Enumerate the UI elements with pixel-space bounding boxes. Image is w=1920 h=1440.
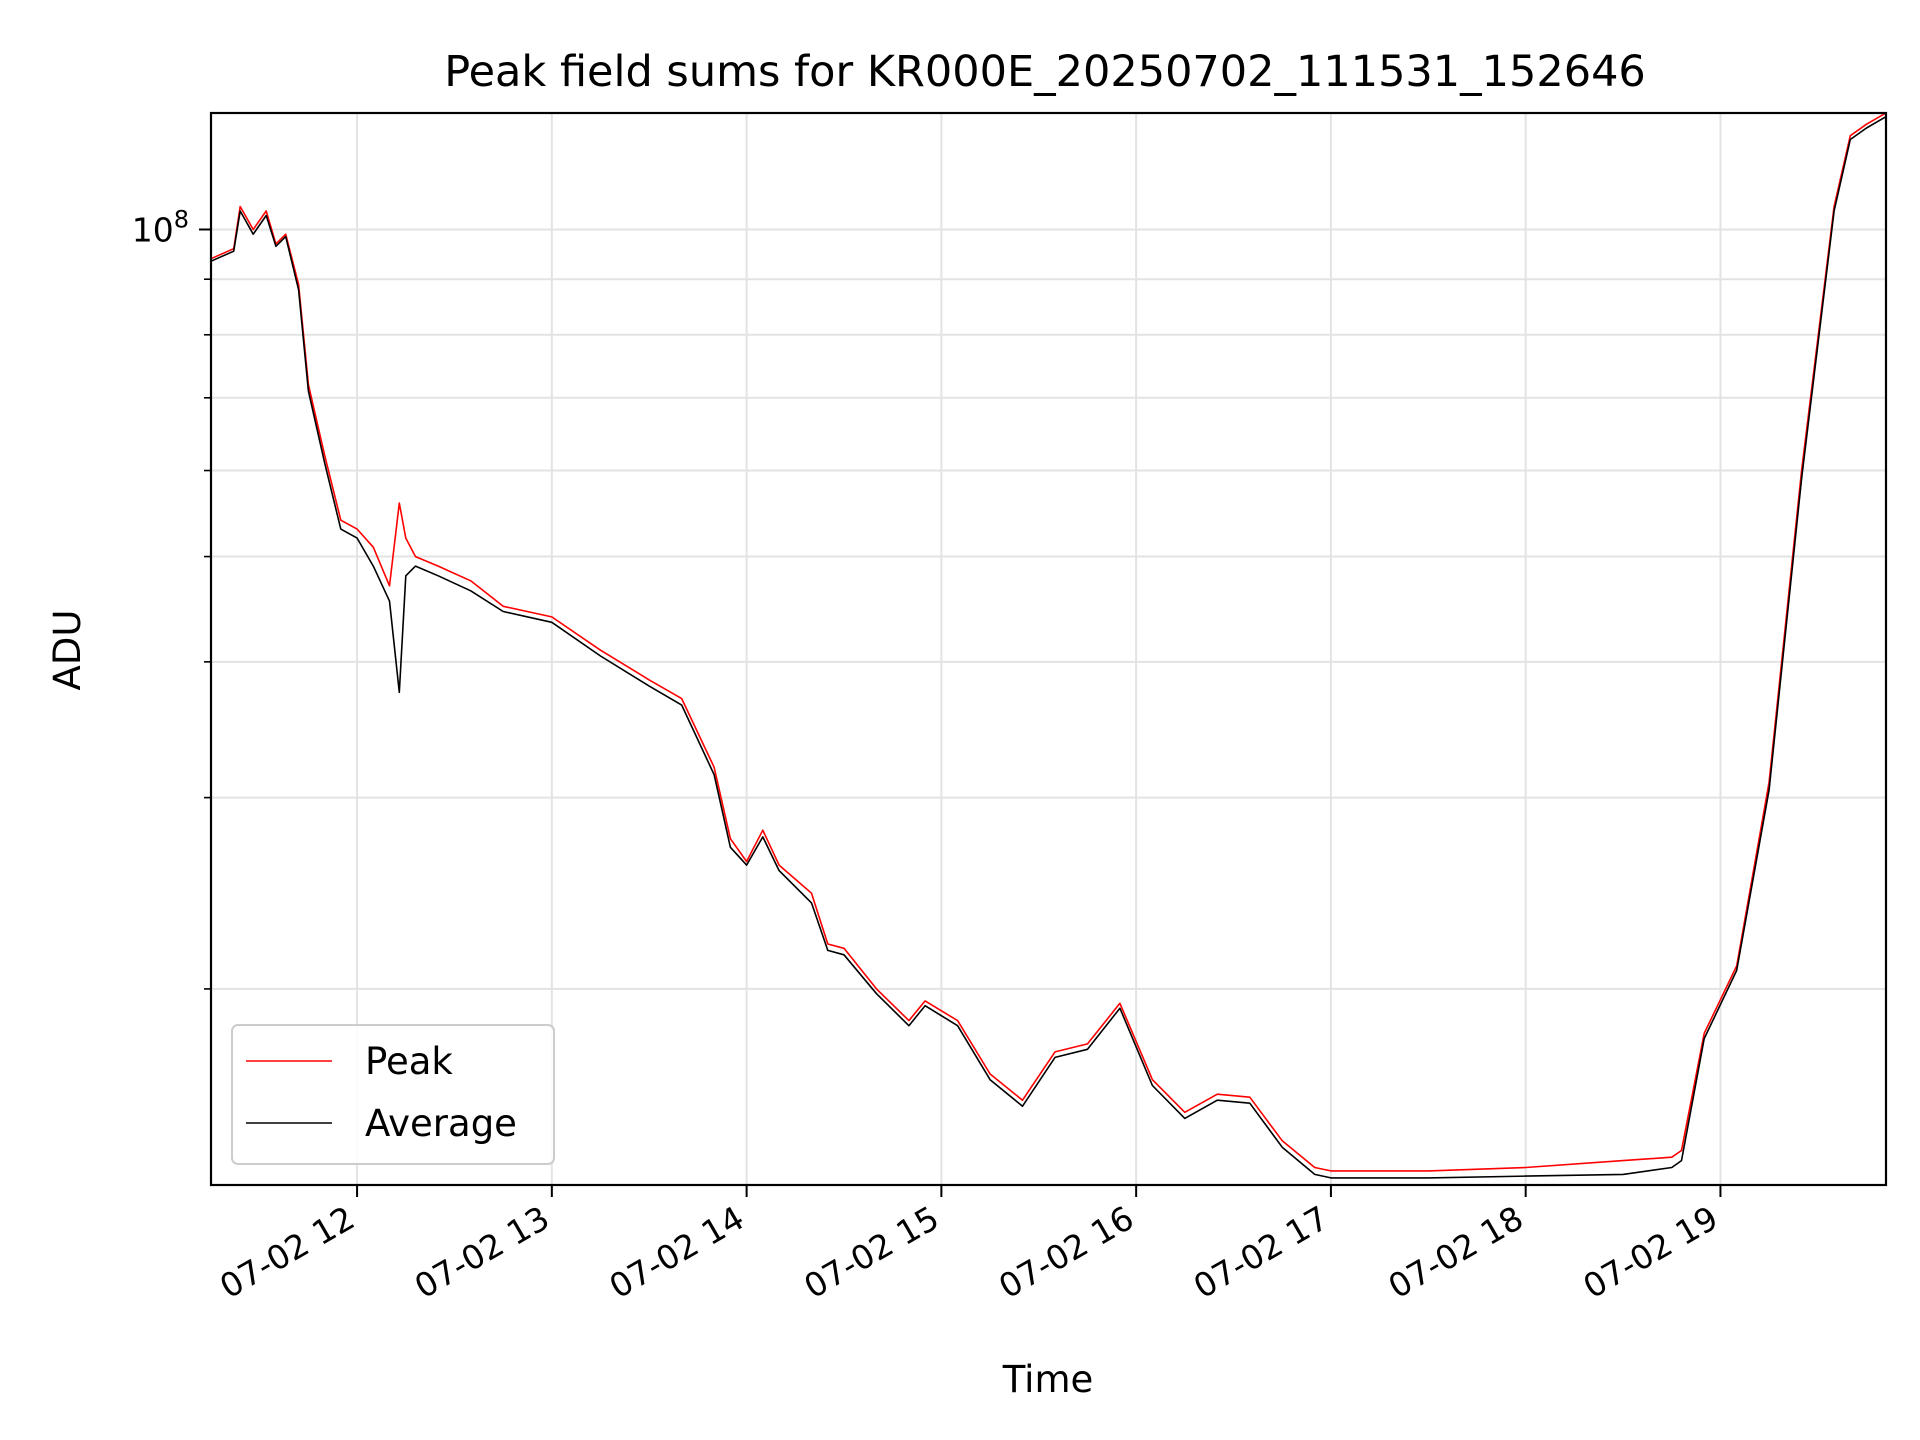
grid — [211, 113, 1886, 1185]
y-axis-label: ADU — [46, 610, 89, 691]
y-axis: 108 — [132, 205, 211, 990]
series-group — [211, 113, 1886, 1179]
legend: Peak Average — [231, 1024, 555, 1165]
legend-box — [231, 1024, 555, 1165]
series-line-peak — [211, 113, 1886, 1172]
legend-label-average: Average — [365, 1102, 517, 1145]
y-tick-label: 108 — [132, 205, 189, 249]
chart-title: Peak field sums for KR000E_20250702_1115… — [444, 47, 1646, 97]
plot-frame — [209, 111, 1888, 1187]
legend-label-peak: Peak — [365, 1040, 453, 1083]
series-line-average — [211, 116, 1886, 1179]
x-axis-label: Time — [1002, 1358, 1094, 1401]
